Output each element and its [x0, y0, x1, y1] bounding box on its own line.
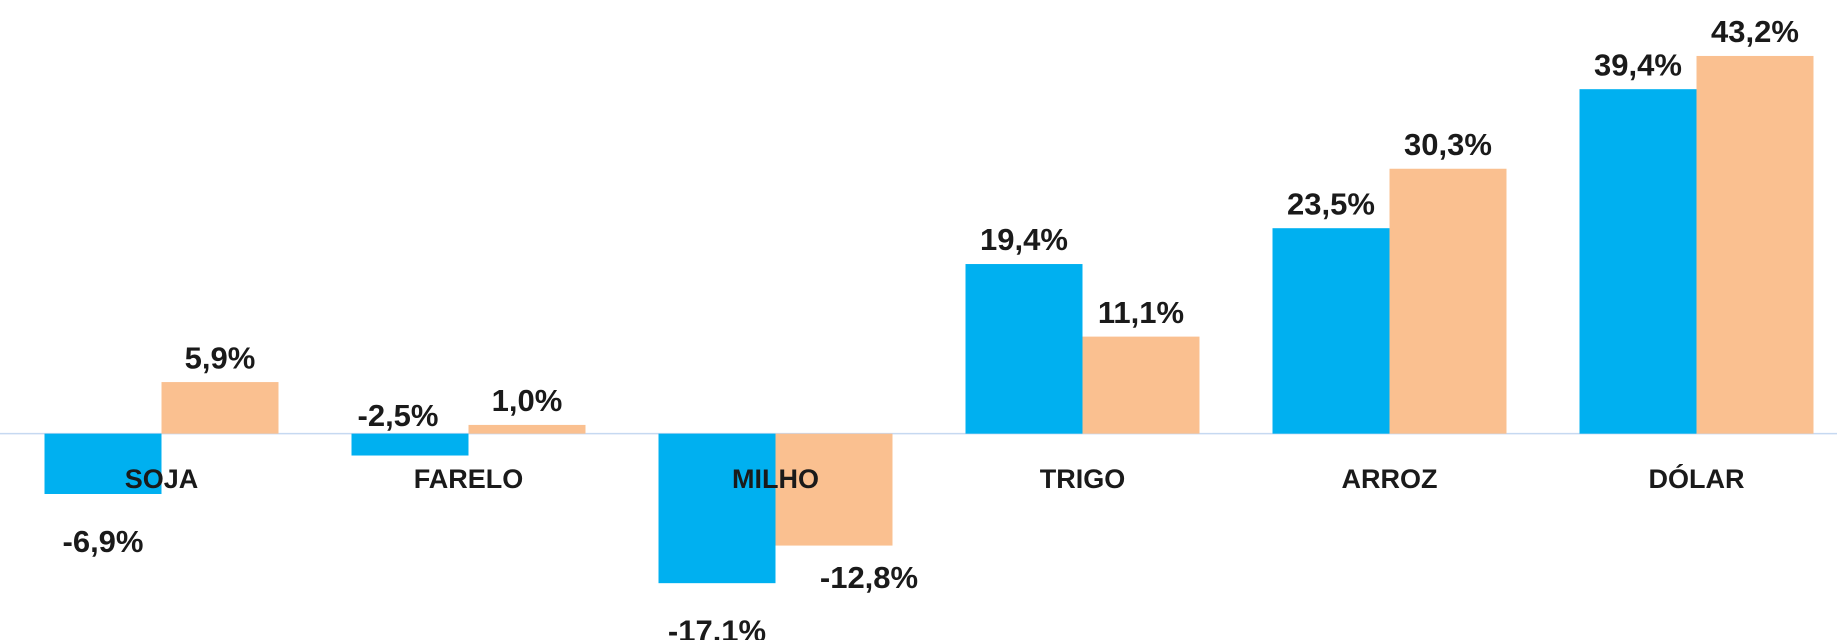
x-tick-label: MILHO [732, 464, 819, 494]
bar [1082, 336, 1200, 434]
bar [161, 382, 279, 434]
value-label: 5,9% [185, 340, 256, 375]
value-label: -2,5% [358, 398, 439, 433]
bar [1579, 89, 1697, 434]
x-tick-label: SOJA [125, 464, 199, 494]
bar [658, 433, 776, 584]
bar [1389, 168, 1507, 434]
x-tick-label: TRIGO [1040, 464, 1126, 494]
value-label: 1,0% [492, 383, 563, 418]
bar [468, 424, 586, 434]
x-tick-label: FARELO [414, 464, 524, 494]
value-label: -6,9% [63, 524, 144, 559]
bar [1272, 228, 1390, 434]
value-label: 11,1% [1098, 295, 1184, 330]
x-tick-label: ARROZ [1342, 464, 1438, 494]
x-tick-label: DÓLAR [1649, 463, 1745, 494]
value-label: -12,8% [820, 560, 918, 595]
bar [965, 264, 1083, 434]
value-label: 30,3% [1404, 127, 1492, 162]
value-label: 19,4% [980, 222, 1068, 257]
value-label: 39,4% [1594, 47, 1682, 82]
bar [775, 433, 893, 546]
value-label: 23,5% [1287, 186, 1375, 221]
value-label: -17,1% [668, 613, 766, 640]
bar [351, 433, 469, 456]
value-label: 43,2% [1711, 14, 1799, 49]
bar [44, 433, 162, 494]
bar [1696, 55, 1814, 434]
